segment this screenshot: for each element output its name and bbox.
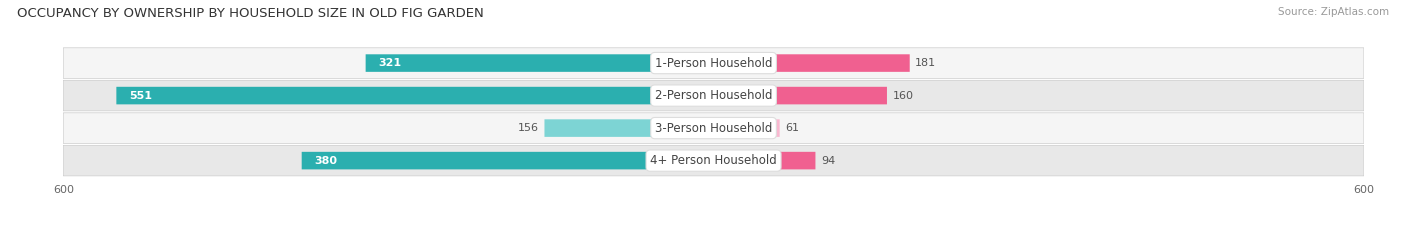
FancyBboxPatch shape xyxy=(302,152,714,169)
FancyBboxPatch shape xyxy=(713,152,815,169)
FancyBboxPatch shape xyxy=(63,48,1364,78)
Text: 2-Person Household: 2-Person Household xyxy=(655,89,772,102)
FancyBboxPatch shape xyxy=(63,113,1364,143)
FancyBboxPatch shape xyxy=(713,119,780,137)
Text: 1-Person Household: 1-Person Household xyxy=(655,57,772,70)
Text: 380: 380 xyxy=(315,156,337,166)
FancyBboxPatch shape xyxy=(63,80,1364,111)
FancyBboxPatch shape xyxy=(63,145,1364,176)
FancyBboxPatch shape xyxy=(117,87,714,104)
Text: OCCUPANCY BY OWNERSHIP BY HOUSEHOLD SIZE IN OLD FIG GARDEN: OCCUPANCY BY OWNERSHIP BY HOUSEHOLD SIZE… xyxy=(17,7,484,20)
Text: 3-Person Household: 3-Person Household xyxy=(655,122,772,135)
Text: 181: 181 xyxy=(915,58,936,68)
FancyBboxPatch shape xyxy=(544,119,714,137)
Text: Source: ZipAtlas.com: Source: ZipAtlas.com xyxy=(1278,7,1389,17)
Text: 160: 160 xyxy=(893,91,914,101)
Text: 94: 94 xyxy=(821,156,835,166)
Text: 551: 551 xyxy=(129,91,152,101)
FancyBboxPatch shape xyxy=(366,54,714,72)
Text: 4+ Person Household: 4+ Person Household xyxy=(650,154,778,167)
FancyBboxPatch shape xyxy=(713,87,887,104)
Text: 321: 321 xyxy=(378,58,402,68)
Text: 156: 156 xyxy=(517,123,538,133)
FancyBboxPatch shape xyxy=(713,54,910,72)
Text: 61: 61 xyxy=(785,123,799,133)
